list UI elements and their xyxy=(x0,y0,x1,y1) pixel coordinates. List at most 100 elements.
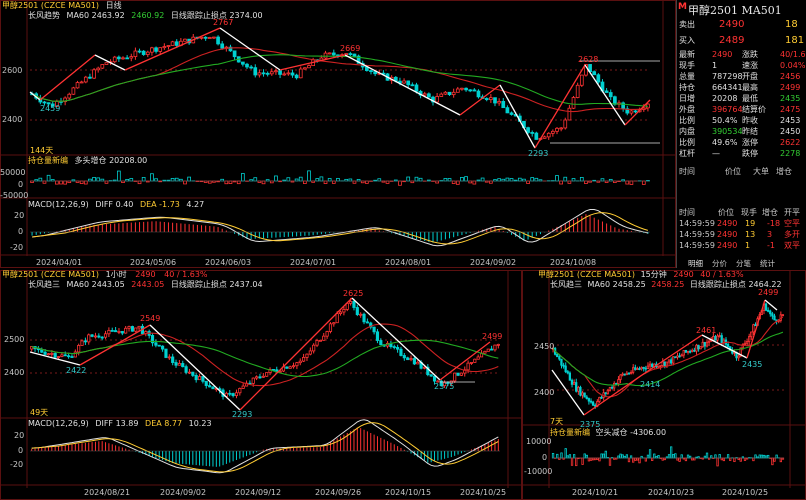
candle-down xyxy=(501,101,506,109)
daily-chart-canvas[interactable] xyxy=(0,0,676,268)
quote-field-label: 持仓 xyxy=(679,83,695,92)
candle-up xyxy=(112,56,117,63)
hourly-chart-panel[interactable]: 甲醇2501 (CZCE MA501) 1小时 2490 40 / 1.63% … xyxy=(0,270,522,500)
volume-bar xyxy=(100,178,105,182)
candle-up xyxy=(335,313,339,324)
candle-up xyxy=(30,346,34,350)
candle-down xyxy=(484,98,489,101)
volume-bar xyxy=(303,180,307,184)
candle-up xyxy=(162,46,167,49)
annotation-2625: 2625 xyxy=(343,289,364,298)
candle-down xyxy=(594,404,597,407)
quote-field-value: — xyxy=(712,149,720,158)
trend-line xyxy=(439,341,491,381)
candle-down xyxy=(97,335,101,338)
tick-header: 时间 xyxy=(679,167,695,176)
m15-chart-panel[interactable]: 甲醇2501 (CZCE MA501) 15分钟 2490 40 / 1.63%… xyxy=(522,270,806,500)
volume-bar xyxy=(689,455,692,459)
volume-series: 空头减仓 -4306.00 xyxy=(595,428,667,437)
volume-bar xyxy=(743,457,747,461)
daily-chart-panel[interactable]: 甲醇2501 (CZCE MA501) 日线 长风趋势 MA60 2463.92… xyxy=(0,0,676,268)
m15-chart-canvas[interactable] xyxy=(522,270,806,500)
volume-bar xyxy=(286,177,291,182)
quote-field-value: 390534 xyxy=(712,127,743,136)
volume-bar xyxy=(621,454,624,459)
candle-up xyxy=(212,36,216,39)
volume-bar xyxy=(410,180,415,184)
quote-field-label: 最高 xyxy=(742,83,758,92)
candle-up xyxy=(747,336,751,342)
candle-down xyxy=(560,358,563,366)
candle-up xyxy=(598,396,601,402)
volume-bar xyxy=(691,457,694,461)
candle-down xyxy=(228,46,233,52)
candle-up xyxy=(183,38,187,42)
candle-down xyxy=(414,84,419,92)
ma60-value-2: 2460.92 xyxy=(131,11,165,20)
candle-up xyxy=(137,325,141,329)
sell-row: 卖出 2490 18 xyxy=(677,19,806,30)
volume-bar xyxy=(676,457,679,461)
quote-field-label: 杠杆 xyxy=(679,149,695,158)
candle-down xyxy=(120,330,124,334)
quote-field-label: 涨跌 xyxy=(742,50,758,59)
tab-price[interactable]: 分价 xyxy=(712,259,727,268)
hourly-chart-canvas[interactable] xyxy=(0,270,522,500)
candle-down xyxy=(365,321,369,324)
candle-up xyxy=(648,363,652,367)
candle-down xyxy=(110,330,114,332)
quote-field-value: 20208 xyxy=(712,94,738,103)
quote-field-label: 跌停 xyxy=(742,149,758,158)
volume-bar xyxy=(571,178,576,182)
candle-up xyxy=(46,353,51,356)
candle-up xyxy=(255,376,259,379)
quote-field-value: 787298 xyxy=(712,72,743,81)
candle-down xyxy=(587,398,590,402)
candle-up xyxy=(699,346,702,350)
candle-up xyxy=(305,353,309,358)
candle-up xyxy=(632,367,635,373)
volume-bar xyxy=(187,176,191,182)
candle-down xyxy=(278,70,282,75)
volume-bar xyxy=(38,177,43,182)
tab-ticks[interactable]: 分笔 xyxy=(736,259,751,268)
tick-price: 2490 xyxy=(717,230,738,239)
candle-down xyxy=(271,369,275,371)
price-tick-2450: 2450 xyxy=(534,342,555,351)
candle-down xyxy=(754,324,757,327)
candle-down xyxy=(592,71,597,76)
trend-line xyxy=(149,324,241,411)
volume-bar xyxy=(63,180,67,185)
tab-stats[interactable]: 统计 xyxy=(760,259,775,268)
volume-bar xyxy=(762,454,766,459)
volume-bar xyxy=(663,457,666,461)
candle-up xyxy=(497,101,501,104)
tab-detail[interactable]: 明细 xyxy=(688,259,703,268)
candle-down xyxy=(355,307,359,316)
candle-up xyxy=(661,361,664,366)
volume-label: 持仓量新编 xyxy=(550,428,590,437)
candle-up xyxy=(667,359,671,363)
volume-bar xyxy=(336,178,340,182)
volume-bar xyxy=(672,454,675,459)
annotation-2414: 2414 xyxy=(640,380,661,389)
volume-bar xyxy=(629,455,633,459)
candle-down xyxy=(164,348,168,358)
ma-line xyxy=(31,47,648,113)
quote-row: 总量 787298 开盘 2456 xyxy=(677,71,806,82)
quote-field-label: 外盘 xyxy=(679,105,695,114)
candle-down xyxy=(201,376,205,382)
tick-time: 14:59:59 xyxy=(679,230,715,239)
candle-down xyxy=(678,355,681,358)
candle-up xyxy=(170,41,175,46)
volume-bar xyxy=(253,177,258,182)
candle-up xyxy=(640,366,643,370)
trend-line xyxy=(351,297,441,381)
quote-row: 内盘 390534 昨结 2450 xyxy=(677,126,806,137)
annotation-2459: 2459 xyxy=(40,104,61,113)
volume-bar xyxy=(718,454,721,459)
candle-down xyxy=(429,374,433,377)
price-change: 40 / 1.63% xyxy=(164,270,208,279)
macd-tick-top: 20 xyxy=(14,211,25,220)
candle-up xyxy=(619,374,622,380)
